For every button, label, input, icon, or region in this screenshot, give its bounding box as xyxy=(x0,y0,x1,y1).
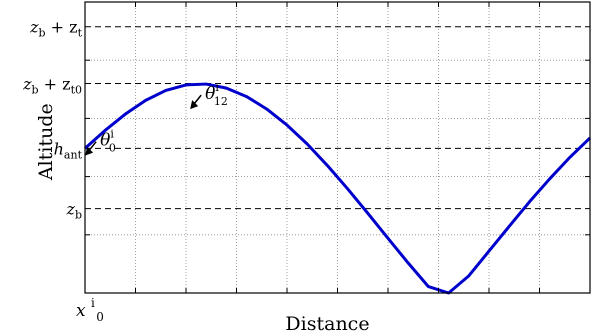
reference-line-label: hant xyxy=(54,139,83,161)
annotation-arrowhead xyxy=(190,100,199,110)
series-line xyxy=(84,82,591,295)
reference-line-label: zb xyxy=(66,200,82,222)
y-axis-label: Altitude xyxy=(35,103,57,181)
reference-lines: zb + zt zb + zt0 hant zb xyxy=(22,18,590,222)
series-group xyxy=(84,82,591,295)
grid xyxy=(85,2,590,293)
plot-frame xyxy=(84,1,591,294)
x-tick-label: x i 0 xyxy=(76,292,104,324)
x-axis-label: Distance xyxy=(285,313,369,335)
x-tick-label-sup: i xyxy=(91,296,95,310)
annotations: θi 0 θi 12 xyxy=(85,81,228,156)
annotation-label: θi 0 xyxy=(100,128,116,155)
x-tick-label-sub: 0 xyxy=(96,310,104,324)
x-tick-label-main: x xyxy=(76,301,86,321)
annotation-arrowhead xyxy=(85,146,94,156)
reference-line-label: zb + zt0 xyxy=(22,74,82,96)
annotation-label: θi 12 xyxy=(205,81,228,108)
reference-line-label: zb + zt xyxy=(29,18,83,40)
ticks xyxy=(85,2,590,293)
